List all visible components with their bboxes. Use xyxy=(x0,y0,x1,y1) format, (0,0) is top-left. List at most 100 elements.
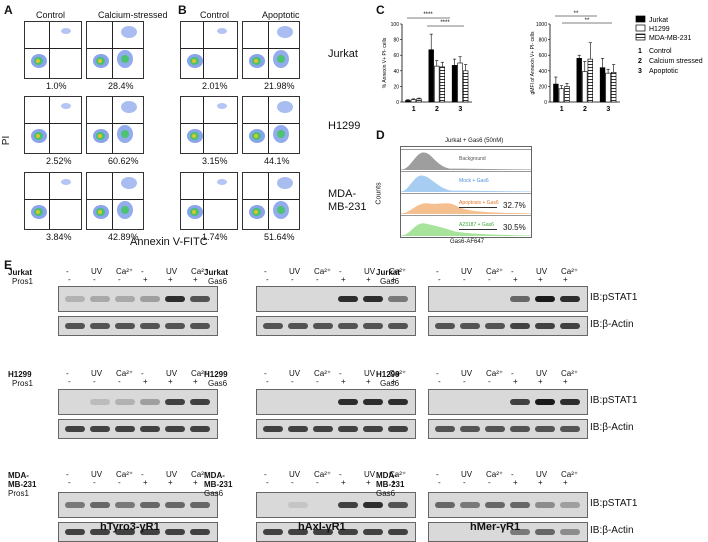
blot-band xyxy=(435,426,455,432)
ligand-sign: - xyxy=(266,275,269,284)
blot-band xyxy=(140,323,160,329)
ligand-sign: - xyxy=(488,275,491,284)
ligand-sign: + xyxy=(341,275,346,284)
ligand-label: Gas6 xyxy=(208,379,228,388)
flow-percentage: 42.89% xyxy=(108,232,139,242)
gate-marker xyxy=(459,207,497,208)
blot-strip xyxy=(428,316,588,336)
y-tick-label: 40 xyxy=(393,69,399,75)
ligand-sign: - xyxy=(68,275,71,284)
cell-line-mda: MDA- MB-231 xyxy=(328,188,367,213)
quadrant-horizontal-gate xyxy=(181,48,237,49)
legend-label: H1299 xyxy=(649,26,670,33)
cell-line-h1299: H1299 xyxy=(328,120,361,132)
panel-d-title: Jurkat + Gas6 (50nM) xyxy=(445,138,504,144)
cell-line-jurkat: Jurkat xyxy=(328,48,358,60)
flow-density-blob xyxy=(121,101,137,113)
bar-mda-mb-231 xyxy=(439,66,445,103)
x-tick-label: 2 xyxy=(583,106,587,113)
quadrant-horizontal-gate xyxy=(25,199,81,200)
blot-strip xyxy=(428,286,588,312)
treatment-label: - xyxy=(141,267,144,276)
ligand-sign: + xyxy=(366,478,371,487)
ligand-sign: - xyxy=(68,478,71,487)
blot-band xyxy=(140,296,160,302)
blot-strip xyxy=(428,419,588,439)
ligand-label: Gas6 xyxy=(204,489,224,498)
flow-density-blob xyxy=(36,210,40,214)
blot-band xyxy=(338,502,358,508)
ligand-sign: - xyxy=(291,478,294,487)
ligand-sign: - xyxy=(438,377,441,386)
ligand-sign: + xyxy=(193,275,198,284)
blot-band xyxy=(288,323,308,329)
x-tick-label: 3 xyxy=(606,106,610,113)
blot-strip xyxy=(58,389,218,415)
histogram-stack: Background Mock + Gas6 Apoptosis + Gas6 32.… xyxy=(400,146,532,238)
ligand-sign: + xyxy=(538,275,543,284)
blot-band xyxy=(140,399,160,405)
panel-letter-b: B xyxy=(178,3,187,17)
blot-band xyxy=(560,502,580,508)
ib-label: IB:pSTAT1 xyxy=(590,395,638,406)
blot-band xyxy=(338,426,358,432)
bar-jurkat xyxy=(428,49,434,103)
blot-band xyxy=(460,323,480,329)
quadrant-vertical-gate xyxy=(112,97,113,153)
blot-group-title: hMer-γR1 xyxy=(470,521,521,533)
flow-percentage: 60.62% xyxy=(108,156,139,166)
blot-band xyxy=(560,296,580,302)
flow-plot-panel_b-r2-c1 xyxy=(242,172,300,230)
treatment-label: Ca²⁺ xyxy=(314,369,332,378)
panel-b-col-apoptotic: Apoptotic xyxy=(262,10,300,20)
quadrant-vertical-gate xyxy=(49,97,50,153)
flow-density-blob xyxy=(121,26,137,38)
ib-label: IB:β-Actin xyxy=(590,319,634,330)
treatment-label: - xyxy=(66,470,69,479)
flow-density-blob xyxy=(277,130,285,138)
blot-band xyxy=(65,529,85,535)
treatment-label: UV xyxy=(166,267,178,276)
treatment-label: UV xyxy=(364,470,376,479)
flow-percentage: 3.84% xyxy=(46,232,72,242)
blot-band xyxy=(388,323,408,329)
y-tick-label: 0 xyxy=(396,100,399,106)
blot-band xyxy=(510,502,530,508)
treatment-label: UV xyxy=(364,267,376,276)
treatment-label: UV xyxy=(536,267,548,276)
blot-band xyxy=(510,426,530,432)
blot-band xyxy=(560,399,580,405)
treatment-label: - xyxy=(511,369,514,378)
histogram-track: Background xyxy=(401,149,531,170)
blot-band xyxy=(313,529,333,535)
quadrant-horizontal-gate xyxy=(87,199,143,200)
y-tick-label: 800 xyxy=(539,38,548,44)
blot-band xyxy=(115,323,135,329)
treatment-label: - xyxy=(339,267,342,276)
blot-strip xyxy=(256,389,416,415)
treatment-label: Ca²⁺ xyxy=(116,267,134,276)
flow-plot-panel_b-r2-c0 xyxy=(180,172,238,230)
x-tick-label: 2 xyxy=(435,106,439,113)
ligand-sign: + xyxy=(513,275,518,284)
bar-mda-mb-231 xyxy=(462,70,469,103)
flow-density-blob xyxy=(254,59,258,63)
blot-band xyxy=(510,296,530,302)
quadrant-vertical-gate xyxy=(49,22,50,78)
cell-line-label: MDA- MB-231 xyxy=(376,471,405,489)
bar-h1299 xyxy=(558,88,565,103)
condition-number: 2 xyxy=(638,58,642,65)
legend-swatch xyxy=(635,33,646,41)
ligand-sign: - xyxy=(93,377,96,386)
blot-strip xyxy=(58,316,218,336)
panel-letter-e: E xyxy=(4,258,13,272)
bar-jurkat xyxy=(451,65,458,103)
flow-density-blob xyxy=(277,177,293,189)
histogram-label: Apoptosis + Gas6 xyxy=(459,200,499,206)
ligand-sign: - xyxy=(463,377,466,386)
treatment-label: Ca²⁺ xyxy=(314,470,332,479)
histogram-track: Mock + Gas6 xyxy=(401,171,531,192)
ligand-sign: - xyxy=(118,377,121,386)
blot-band xyxy=(90,323,110,329)
gate-percentage: 32.7% xyxy=(503,201,526,210)
